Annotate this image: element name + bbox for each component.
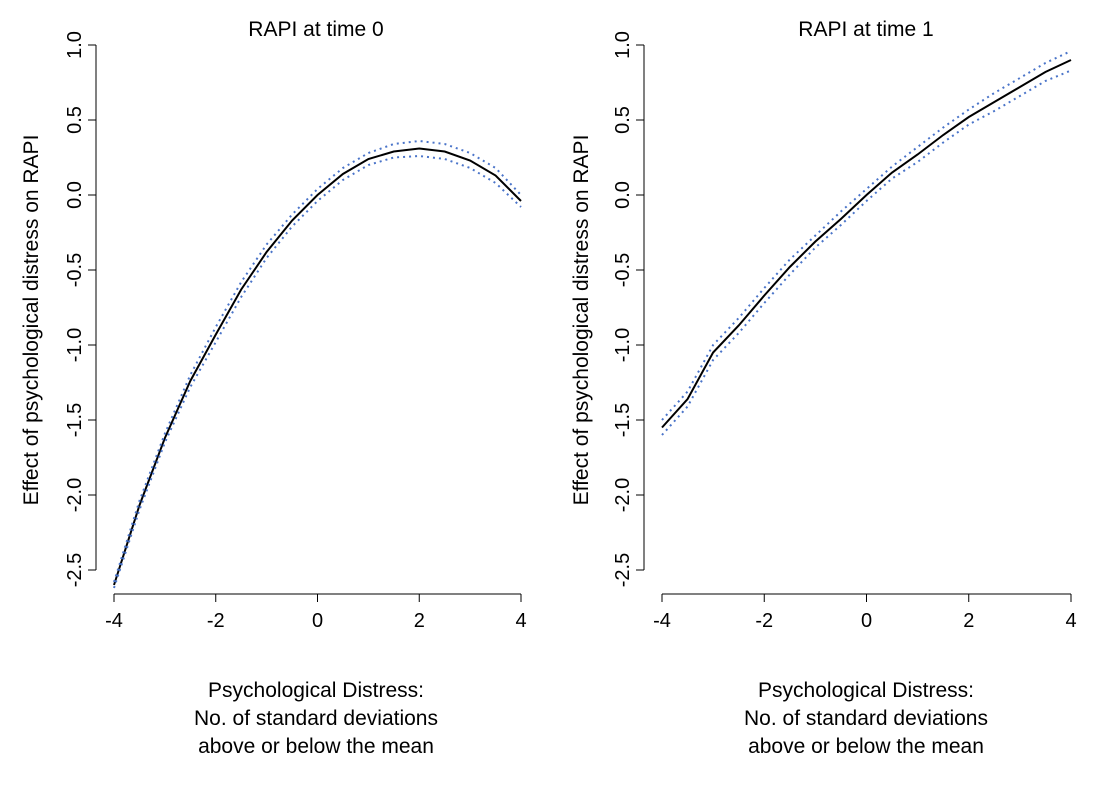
y-tick-label: -1.5 <box>64 403 86 437</box>
x-tick-label: 2 <box>963 610 974 632</box>
y-tick-label: 0.0 <box>612 181 634 209</box>
plot-marks: -2.5 -2.0 -1.5 -1.0 -0.5 0.0 0.5 1.0 -4 -2 0 2 4 <box>64 31 527 632</box>
x-axis-label-line-3: above or below the mean <box>748 735 984 758</box>
y-tick-label: -2.5 <box>612 553 634 587</box>
x-tick-label: 2 <box>414 610 425 632</box>
y-tick-label: -0.5 <box>612 253 634 287</box>
series-line-upper <box>661 50 1072 421</box>
series-line-lower <box>661 69 1072 436</box>
panel-title: RAPI at time 1 <box>798 18 933 41</box>
plot-marks: -2.5 -2.0 -1.5 -1.0 -0.5 0.0 0.5 1.0 -4 -2 0 2 4 <box>612 31 1077 632</box>
y-tick-label: 1.0 <box>64 31 86 59</box>
x-axis-label-line-2: No. of standard deviations <box>744 707 988 730</box>
x-tick-label: -2 <box>207 610 225 632</box>
y-tick-label: -1.0 <box>612 328 634 362</box>
x-axis-label-line-1: Psychological Distress: <box>758 679 974 702</box>
x-tick-label: -2 <box>755 610 773 632</box>
y-tick-label: -2.5 <box>64 553 86 587</box>
series-line-estimate <box>661 59 1072 429</box>
y-tick-label: 0.5 <box>612 106 634 134</box>
y-tick-label: 0.5 <box>64 106 86 134</box>
y-tick-label: -0.5 <box>64 253 86 287</box>
series-line-lower <box>113 154 522 589</box>
panel-title: RAPI at time 0 <box>248 18 383 41</box>
y-axis-label: Effect of psychological distress on RAPI <box>20 135 43 506</box>
panel-rapi-time-1: RAPI at time 1 Effect of psychological d… <box>570 18 1077 758</box>
y-tick-label: -1.5 <box>612 403 634 437</box>
x-tick-label: 0 <box>861 610 872 632</box>
x-axis-label-line-1: Psychological Distress: <box>208 679 424 702</box>
x-tick-label: 4 <box>1065 610 1076 632</box>
y-tick-label: -2.0 <box>612 478 634 512</box>
x-tick-label: -4 <box>653 610 671 632</box>
y-tick-label: -1.0 <box>64 328 86 362</box>
series-line-estimate <box>113 147 522 586</box>
y-tick-label: 0.0 <box>64 181 86 209</box>
y-axis-label: Effect of psychological distress on RAPI <box>570 135 593 506</box>
x-tick-label: 0 <box>312 610 323 632</box>
series-line-upper <box>113 139 522 583</box>
y-tick-label: -2.0 <box>64 478 86 512</box>
panel-rapi-time-0: RAPI at time 0 Effect of psychological d… <box>20 18 527 758</box>
y-tick-label: 1.0 <box>612 31 634 59</box>
x-tick-label: 4 <box>515 610 526 632</box>
x-tick-label: -4 <box>105 610 123 632</box>
x-axis-label-line-3: above or below the mean <box>198 735 434 758</box>
x-axis-label-line-2: No. of standard deviations <box>194 707 438 730</box>
